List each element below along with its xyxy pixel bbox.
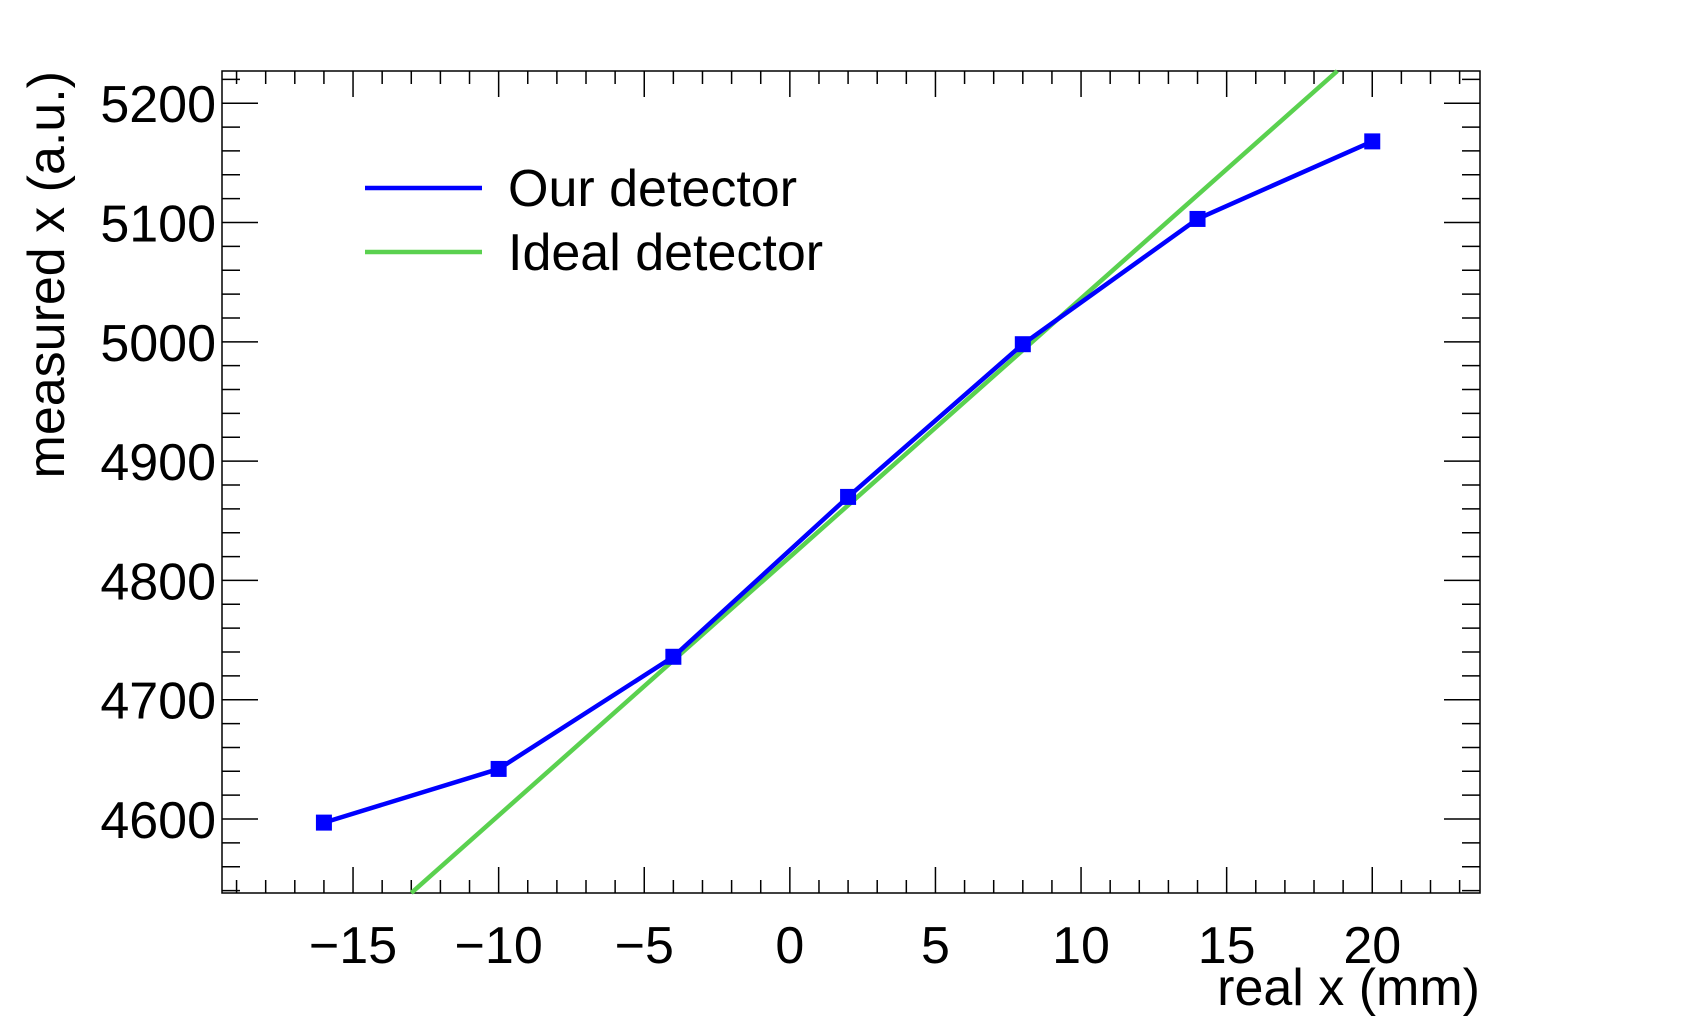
x-tick-label: 5	[921, 917, 950, 975]
y-tick-label: 4900	[100, 434, 216, 492]
our-detector-line	[323, 139, 1374, 825]
our-detector-point	[490, 760, 507, 777]
x-axis-tick-labels: −15 −10 −5 0 5 10 15 20	[309, 917, 1401, 975]
x-tick-label: −15	[309, 917, 397, 975]
y-axis-tick-labels: 4600 4700 4800 4900 5000 5100 5200	[100, 76, 216, 850]
y-tick-label: 4600	[100, 792, 216, 850]
our-detector-point	[665, 648, 682, 665]
x-tick-label: 20	[1343, 917, 1401, 975]
our-detector-point	[840, 488, 857, 505]
our-detector-point	[1014, 336, 1031, 353]
x-tick-label: 0	[775, 917, 804, 975]
our-detector-point	[1364, 133, 1381, 150]
our-detector-legend-label: Our detector	[508, 160, 797, 218]
our-detector-point	[1189, 210, 1206, 227]
y-tick-label: 5200	[100, 76, 216, 134]
x-axis-title: real x (mm)	[1217, 959, 1480, 1017]
x-tick-label: −5	[615, 917, 674, 975]
series-layer	[315, 69, 1381, 895]
legend: Our detector Ideal detector	[365, 160, 823, 282]
y-axis-title: measured x (a.u.)	[18, 71, 76, 479]
x-axis-ticks	[235, 71, 1461, 893]
x-tick-label: 15	[1198, 917, 1256, 975]
y-tick-label: 5000	[100, 315, 216, 373]
our-detector-point	[315, 814, 332, 831]
x-tick-label: −10	[455, 917, 543, 975]
ideal-detector-legend-label: Ideal detector	[508, 224, 823, 282]
y-tick-label: 4800	[100, 553, 216, 611]
y-tick-label: 5100	[100, 196, 216, 254]
y-tick-label: 4700	[100, 673, 216, 731]
plot-frame	[221, 70, 1481, 894]
x-tick-label: 10	[1052, 917, 1110, 975]
y-axis-ticks	[222, 78, 1480, 892]
ideal-detector-line	[409, 69, 1339, 895]
